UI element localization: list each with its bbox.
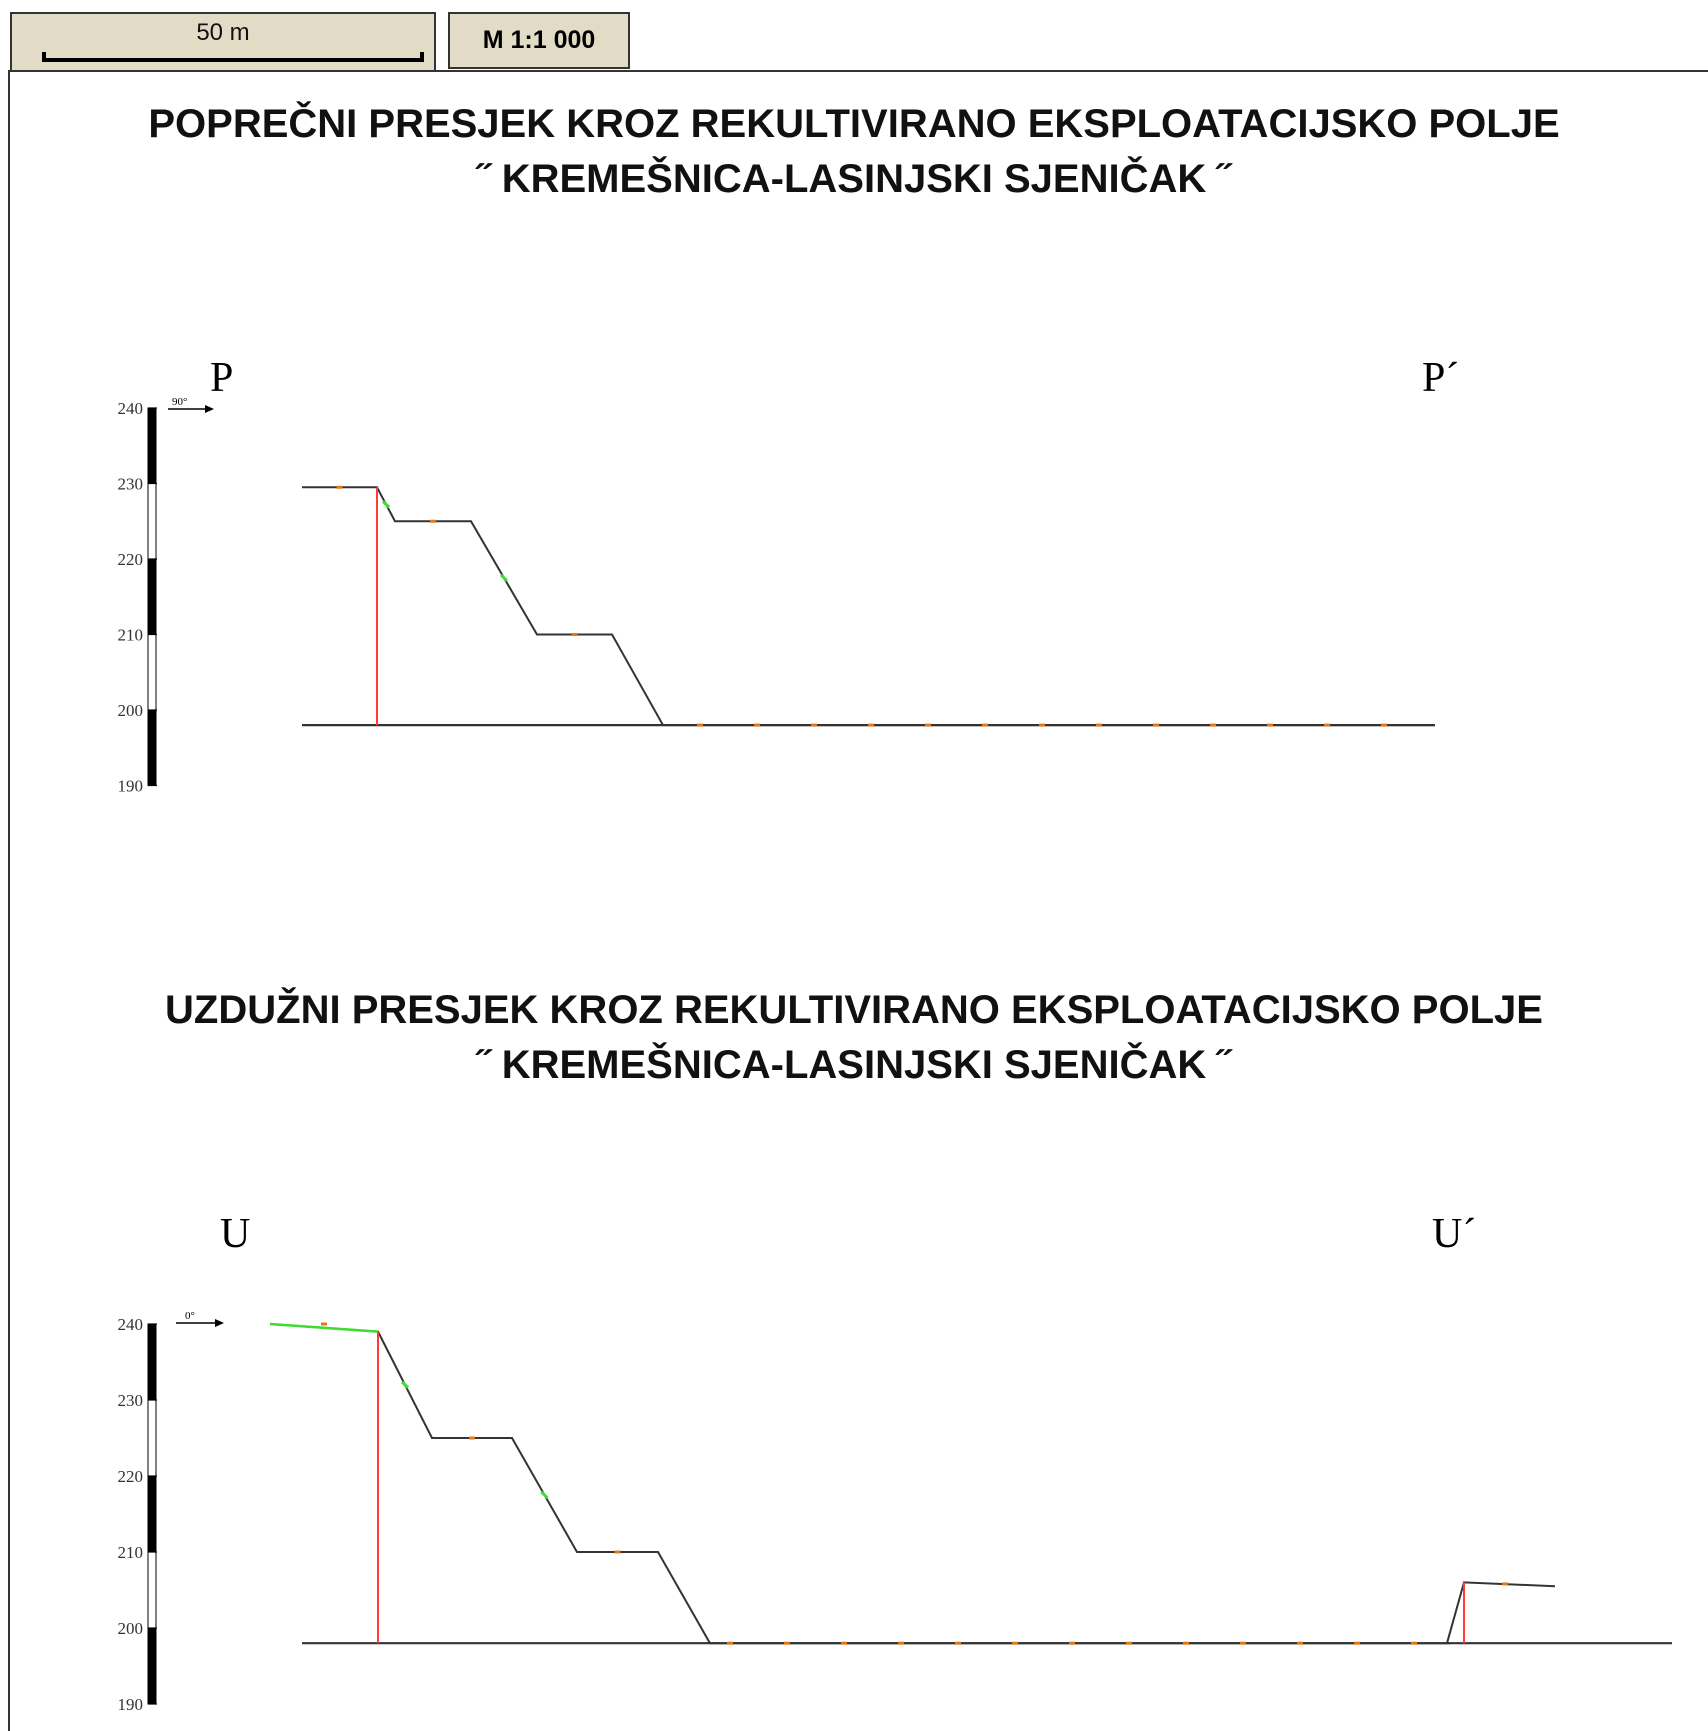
terrain-dot [1240, 1641, 1246, 1645]
terrain-dot [1012, 1641, 1018, 1645]
section-1-profile: P P´ 90° 240 230 220 210 200 190 [118, 355, 1460, 796]
elevation-axis-segment [147, 709, 157, 786]
elevation-axis-segment [147, 1627, 157, 1705]
section-2-title: UZDUŽNI PRESJEK KROZ REKULTIVIRANO EKSPL… [0, 983, 1708, 1093]
terrain-dot [1502, 1582, 1508, 1586]
terrain-dot [1096, 723, 1102, 727]
section-1-direction-arrow [168, 405, 214, 413]
terrain-dot [1210, 723, 1216, 727]
elevation-tick-label: 200 [118, 1619, 144, 1638]
terrain-dot [614, 1550, 621, 1554]
terrain-dot [1411, 1641, 1417, 1645]
terrain-dot [1183, 1641, 1189, 1645]
elevation-axis-segment [147, 1399, 157, 1477]
drawing-frame [8, 70, 1708, 1731]
terrain-dot [1381, 723, 1387, 727]
terrain-dot [841, 1641, 847, 1645]
terrain-dot [1297, 1641, 1303, 1645]
terrain-dot [1039, 723, 1045, 727]
terrain-dot [336, 485, 343, 489]
vegetation-mark [400, 1380, 410, 1389]
section-1-start-label: P [210, 355, 233, 401]
scale-bar [42, 52, 424, 62]
terrain-dot [898, 1641, 904, 1645]
elevation-tick-label: 220 [118, 550, 144, 569]
terrain-dot [1354, 1641, 1360, 1645]
section-1-elevation-axis: 240 230 220 210 200 190 [118, 399, 157, 796]
terrain-dot [697, 723, 703, 727]
elevation-tick-label: 230 [118, 1391, 144, 1410]
elevation-tick-label: 230 [118, 475, 144, 494]
section-2-profile: U U´ 0° 240 230 220 210 200 190 [118, 1211, 1672, 1714]
elevation-axis-segment [147, 407, 157, 484]
terrain-dot [571, 633, 578, 636]
terrain-dot [469, 1436, 475, 1440]
terrain-dot [754, 723, 760, 727]
terrain-dot [430, 519, 436, 523]
section-1-title-line2: ˝ KREMEŠNICA-LASINJSKI SJENIČAK ˝ [477, 157, 1231, 201]
vegetation-mark [499, 573, 509, 582]
scale-bar-label: 50 m [196, 19, 250, 46]
terrain-dot [1153, 723, 1159, 727]
terrain-dot [1324, 723, 1330, 727]
elevation-tick-label: 210 [118, 626, 144, 645]
elevation-axis-segment [147, 483, 157, 560]
terrain-dot [321, 1322, 327, 1326]
section-1-end-label: P´ [1422, 355, 1459, 401]
section-1-title: POPREČNI PRESJEK KROZ REKULTIVIRANO EKSP… [0, 97, 1708, 207]
elevation-axis-segment [147, 1475, 157, 1553]
elevation-axis-segment [147, 1551, 157, 1629]
section-2-direction-label: 0° [185, 1310, 195, 1322]
section-1-direction-label: 90° [172, 396, 187, 408]
terrain-dot [868, 723, 874, 727]
scale-ratio: M 1:1 000 [448, 12, 630, 69]
vegetation-mark [381, 500, 391, 509]
terrain-dot [982, 723, 988, 727]
terrain-dot [811, 723, 817, 727]
terrain-dot [784, 1641, 790, 1645]
vegetation-line [269, 1322, 379, 1333]
terrain-dot [1126, 1641, 1132, 1645]
section-2-direction-arrow [176, 1319, 224, 1327]
terrain-line [269, 1323, 1450, 1645]
section-2-title-line1: UZDUŽNI PRESJEK KROZ REKULTIVIRANO EKSPL… [165, 988, 1543, 1032]
terrain-dot [1267, 723, 1273, 727]
terrain-dot [925, 723, 931, 727]
vegetation-mark [540, 1490, 549, 1500]
terrain-dot [1069, 1641, 1075, 1645]
elevation-axis-segment [147, 558, 157, 635]
section-2-end-label: U´ [1432, 1211, 1476, 1257]
elevation-tick-label: 240 [118, 1315, 144, 1334]
elevation-axis-segment [147, 634, 157, 711]
elevation-tick-label: 210 [118, 1543, 144, 1562]
section-1-title-line1: POPREČNI PRESJEK KROZ REKULTIVIRANO EKSP… [148, 102, 1560, 146]
elevation-tick-label: 240 [118, 399, 144, 418]
section-2-title-line2: ˝ KREMEŠNICA-LASINJSKI SJENIČAK ˝ [477, 1043, 1231, 1087]
scale-bar-box: 50 m [10, 12, 436, 72]
elevation-tick-label: 190 [118, 1695, 144, 1714]
elevation-tick-label: 200 [118, 701, 144, 720]
section-2-elevation-axis: 240 230 220 210 200 190 [118, 1315, 157, 1714]
section-2-terrain [269, 1322, 1672, 1645]
elevation-tick-label: 220 [118, 1467, 144, 1486]
elevation-axis-segment [147, 1323, 157, 1401]
terrain-dot [955, 1641, 961, 1645]
section-2-start-label: U [220, 1211, 250, 1257]
terrain-dot [727, 1641, 733, 1645]
elevation-tick-label: 190 [118, 777, 144, 796]
terrain-line [302, 486, 1435, 727]
section-1-terrain [302, 485, 1435, 727]
